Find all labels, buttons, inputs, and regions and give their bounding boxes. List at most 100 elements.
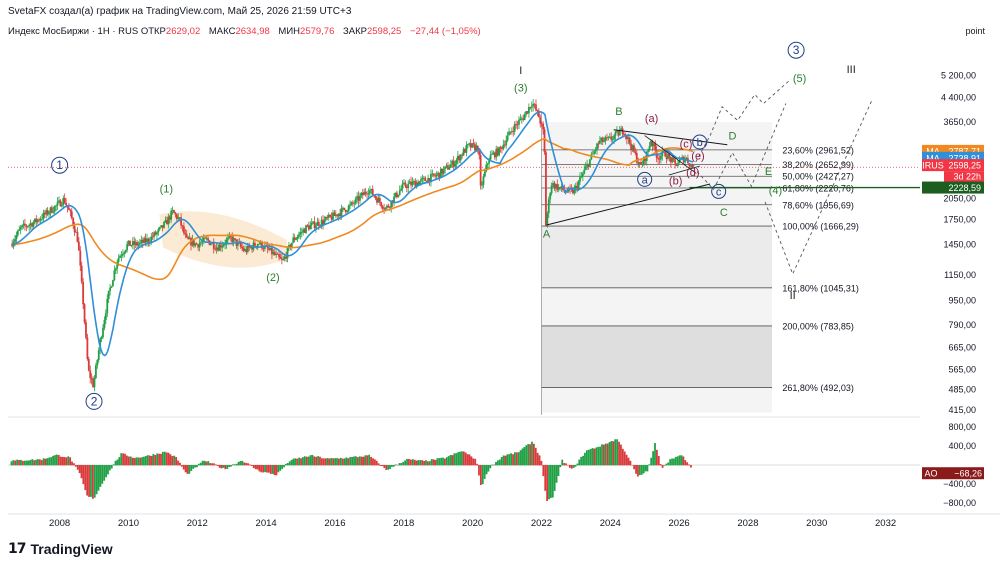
candle-body [413,181,415,182]
ao-bar [214,464,217,466]
ao-bar [122,453,125,466]
ao-bar [474,458,477,466]
ao-bar [20,459,22,466]
time-tick-label: 2014 [256,518,277,529]
candle-body [72,218,75,226]
ao-bar [612,441,615,466]
candle-body [495,148,498,158]
candle-body [60,205,63,207]
candle-body [557,186,560,190]
candle-body [229,235,232,237]
candle-body [127,240,130,245]
candle-body [518,120,520,125]
price-tick-label: 1450,00 [943,239,976,249]
ao-bar [538,455,541,466]
high-label: МАКС [208,26,236,37]
candle-body [613,135,615,140]
candle-body [448,167,451,170]
candle-body [248,245,251,248]
time-tick-label: 2024 [600,518,621,529]
candle-body [537,110,540,118]
candle-body [638,162,641,164]
candle-body [200,242,202,244]
candle-body [589,159,591,167]
candle-body [52,211,55,213]
ao-bar [544,465,547,491]
candle-body [317,221,320,227]
ao-bar [534,447,537,466]
ao-bar [196,465,198,468]
ao-bar [481,465,484,485]
candle-body [123,252,126,255]
candle-body [63,198,66,203]
candle-body [488,159,491,164]
ao-bar [281,465,284,470]
candle-body [587,164,590,167]
ao-bar [355,456,357,466]
ao-bar [351,456,354,466]
time-tick-label: 2028 [737,518,758,529]
ao-bar [652,451,655,466]
ao-bar [404,460,407,466]
ao-bar [648,464,651,466]
candle-body [466,144,469,146]
ao-bar [292,458,295,466]
ao-tag-value: −68,26 [954,469,982,479]
price-tick-label: 665,00 [948,343,976,353]
ao-bar [300,458,302,466]
candle-body [526,111,529,114]
candle-body [305,225,307,233]
candle-body [357,196,360,201]
ao-bar [623,451,626,466]
ao-bar [555,465,558,483]
ao-bar [334,458,337,466]
candle-body [104,313,107,320]
ao-bar [317,456,319,466]
candle-body [241,246,244,249]
ao-bar [285,463,287,466]
ao-bar [459,451,461,466]
candle-body [457,155,459,160]
moving-average-layer [11,110,694,357]
candle-body [351,202,354,204]
candle-body [572,189,574,194]
tradingview-logo[interactable]: 𝟭𝟳 TradingView [8,540,113,557]
candle-body [630,143,633,150]
candle-body [144,238,147,243]
ao-bar [557,465,560,476]
candle-body [58,200,60,202]
ao-bar [391,465,393,467]
candle-body [157,229,160,233]
candle-body [462,149,465,156]
candle-body [204,237,207,239]
candle-body [55,205,58,207]
ao-bar [500,457,503,466]
candle-body [261,241,263,249]
ao-bar [139,457,142,466]
candle-body [170,210,173,220]
ao-bar [328,458,331,466]
candle-body [333,212,336,216]
candle-body [82,281,85,305]
ao-bar [680,455,683,466]
candle-body [254,242,256,247]
candle-body [647,150,650,152]
candle-body [68,207,70,210]
ao-bar [222,465,225,468]
ao-bar [466,454,469,466]
ao-bar [65,457,68,466]
ao-bar [674,456,677,466]
candle-body [180,217,182,226]
ao-bar [341,458,344,466]
candle-body [316,221,319,226]
candle-body [654,143,657,151]
candle-body [70,211,73,219]
price-tick-label: 790,00 [948,320,976,330]
candle-body [576,185,579,189]
candle-body [45,210,48,215]
wave-label: E [765,166,772,178]
candle-body [455,159,458,164]
ao-bar [213,463,215,466]
candle-body [283,256,286,260]
